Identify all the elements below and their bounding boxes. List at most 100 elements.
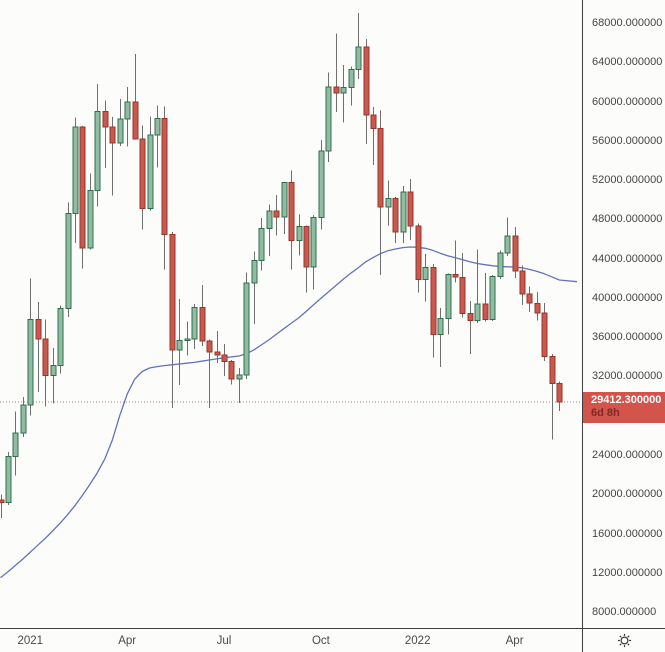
ma-line[interactable]: [0, 246, 578, 579]
candle[interactable]: [57, 305, 64, 374]
candle-body: [94, 110, 101, 191]
candlestick-chart[interactable]: [0, 0, 582, 628]
candle-body: [35, 319, 42, 340]
candle-body: [526, 293, 533, 304]
candle[interactable]: [288, 170, 295, 270]
candle[interactable]: [474, 249, 481, 323]
candle[interactable]: [489, 274, 496, 321]
candle[interactable]: [437, 308, 444, 368]
candle[interactable]: [132, 53, 139, 140]
candle[interactable]: [422, 254, 429, 302]
candle[interactable]: [79, 126, 86, 269]
candle[interactable]: [407, 179, 414, 240]
candle[interactable]: [273, 194, 280, 236]
candle[interactable]: [109, 117, 116, 196]
candle[interactable]: [12, 411, 19, 476]
candle[interactable]: [430, 264, 437, 358]
candle[interactable]: [303, 225, 310, 293]
candle[interactable]: [534, 292, 541, 321]
candle[interactable]: [0, 494, 5, 518]
candle[interactable]: [191, 304, 198, 349]
candle-body: [72, 126, 79, 214]
candle[interactable]: [199, 285, 206, 346]
candle[interactable]: [482, 272, 489, 322]
candle-body: [132, 101, 139, 140]
time-tick-label: Apr: [118, 635, 137, 647]
candle-body: [206, 340, 213, 353]
candle[interactable]: [206, 339, 213, 408]
price-axis[interactable]: 68000.000000 64000.000000 60000.000000 5600…: [582, 0, 665, 628]
candle[interactable]: [124, 86, 131, 147]
candle[interactable]: [452, 240, 459, 283]
candle[interactable]: [400, 186, 407, 243]
candle-body: [459, 276, 466, 315]
candle[interactable]: [310, 214, 317, 290]
time-axis[interactable]: 2021 Apr Jul Oct 2022 Apr: [0, 628, 582, 652]
candle[interactable]: [139, 125, 146, 230]
candle[interactable]: [266, 204, 273, 257]
candle[interactable]: [281, 182, 288, 235]
current-price-label: 29412.300000 6d 8h: [583, 391, 665, 423]
candle[interactable]: [526, 286, 533, 313]
candle[interactable]: [549, 353, 556, 440]
candle[interactable]: [94, 83, 101, 207]
candle[interactable]: [459, 253, 466, 318]
price-tick-label: 48000.000000: [592, 213, 663, 226]
gear-icon[interactable]: [616, 633, 632, 649]
price-tick-label: 8000.000000: [592, 606, 657, 618]
candle[interactable]: [348, 66, 355, 106]
candle[interactable]: [72, 117, 79, 243]
candle[interactable]: [35, 301, 42, 393]
candle[interactable]: [325, 72, 332, 162]
chart-plot-area[interactable]: [0, 0, 582, 628]
candle[interactable]: [87, 173, 94, 250]
candle[interactable]: [333, 33, 340, 112]
candle[interactable]: [370, 106, 377, 165]
price-tick-label: 40000.000000: [592, 291, 663, 304]
candle[interactable]: [214, 331, 221, 364]
candle-body: [124, 101, 131, 120]
candle[interactable]: [512, 227, 519, 279]
candle[interactable]: [50, 347, 57, 404]
price-tick-label: 12000.000000: [592, 566, 663, 579]
candle[interactable]: [445, 273, 452, 335]
candle[interactable]: [102, 100, 109, 168]
candle[interactable]: [340, 65, 347, 123]
candle[interactable]: [117, 99, 124, 147]
candle[interactable]: [415, 223, 422, 293]
price-tick-label: 32000.000000: [592, 370, 663, 383]
candle[interactable]: [27, 278, 34, 416]
candle[interactable]: [161, 106, 168, 270]
candle[interactable]: [243, 272, 250, 379]
candle[interactable]: [467, 300, 474, 354]
candle[interactable]: [504, 217, 511, 257]
candle[interactable]: [258, 217, 265, 271]
candle[interactable]: [497, 250, 504, 280]
candle[interactable]: [392, 197, 399, 243]
candle[interactable]: [184, 321, 191, 356]
candle[interactable]: [20, 397, 27, 437]
candle[interactable]: [154, 105, 161, 168]
price-tick-label: 24000.000000: [592, 448, 663, 461]
candle[interactable]: [385, 180, 392, 226]
candle[interactable]: [318, 139, 325, 230]
candle[interactable]: [42, 319, 49, 407]
candle[interactable]: [5, 452, 12, 505]
candle[interactable]: [556, 381, 563, 411]
candle[interactable]: [363, 39, 370, 145]
candle[interactable]: [169, 232, 176, 408]
candle[interactable]: [377, 110, 384, 275]
candle[interactable]: [176, 298, 183, 386]
candle[interactable]: [355, 13, 362, 79]
candle[interactable]: [228, 360, 235, 385]
candle[interactable]: [147, 116, 154, 211]
candle-body: [42, 338, 49, 376]
candle[interactable]: [519, 265, 526, 306]
candle[interactable]: [221, 344, 228, 376]
candle[interactable]: [251, 251, 258, 324]
candle[interactable]: [541, 302, 548, 362]
candle[interactable]: [296, 214, 303, 256]
candle[interactable]: [65, 202, 72, 317]
candle-body: [474, 303, 481, 321]
candle[interactable]: [236, 368, 243, 403]
